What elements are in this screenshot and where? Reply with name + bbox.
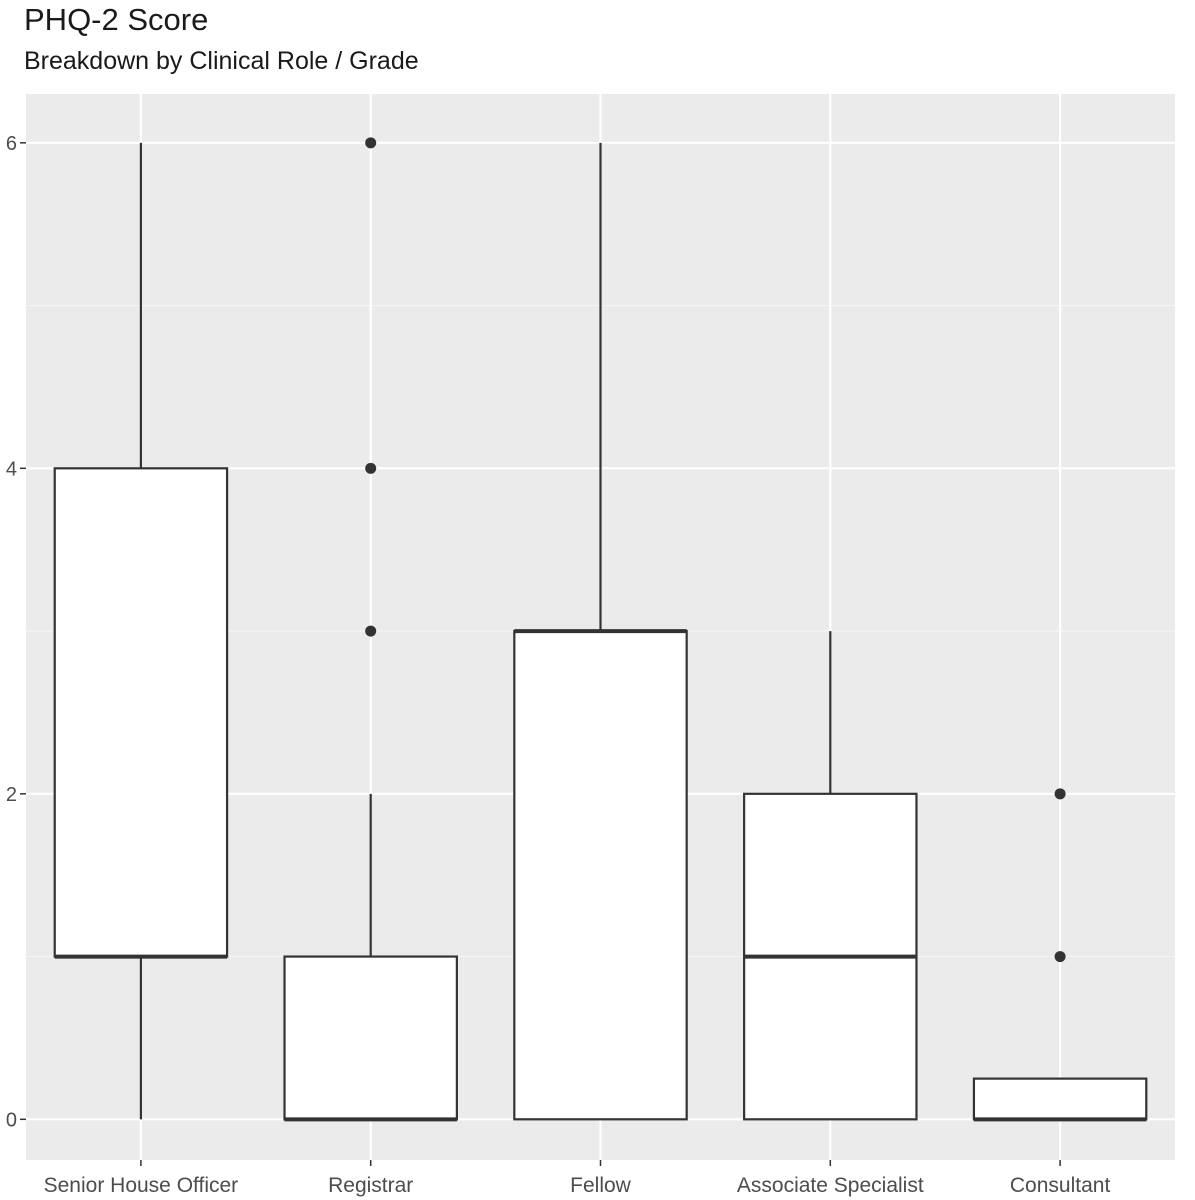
outlier-point xyxy=(365,625,377,637)
box-iqr xyxy=(53,467,229,958)
chart-title: PHQ-2 Score xyxy=(24,2,209,37)
x-tick-label: Registrar xyxy=(328,1174,413,1197)
chart-subtitle: Breakdown by Clinical Role / Grade xyxy=(24,47,419,75)
outlier-point xyxy=(365,462,377,474)
y-tick-label: 4 xyxy=(6,458,17,480)
box-iqr xyxy=(972,1077,1148,1121)
box-iqr xyxy=(283,955,458,1121)
box-iqr xyxy=(513,629,688,1121)
x-tick-label: Fellow xyxy=(570,1174,632,1197)
y-tick-label: 6 xyxy=(6,133,17,155)
x-tick-label: Senior House Officer xyxy=(44,1174,239,1197)
y-tick-label: 2 xyxy=(6,784,17,806)
y-tick-label: 0 xyxy=(6,1109,17,1131)
x-tick-label: Associate Specialist xyxy=(737,1174,924,1197)
outlier-point xyxy=(1054,788,1066,800)
x-tick-label: Consultant xyxy=(1010,1174,1111,1197)
outlier-point xyxy=(1054,951,1066,963)
outlier-point xyxy=(365,137,377,149)
